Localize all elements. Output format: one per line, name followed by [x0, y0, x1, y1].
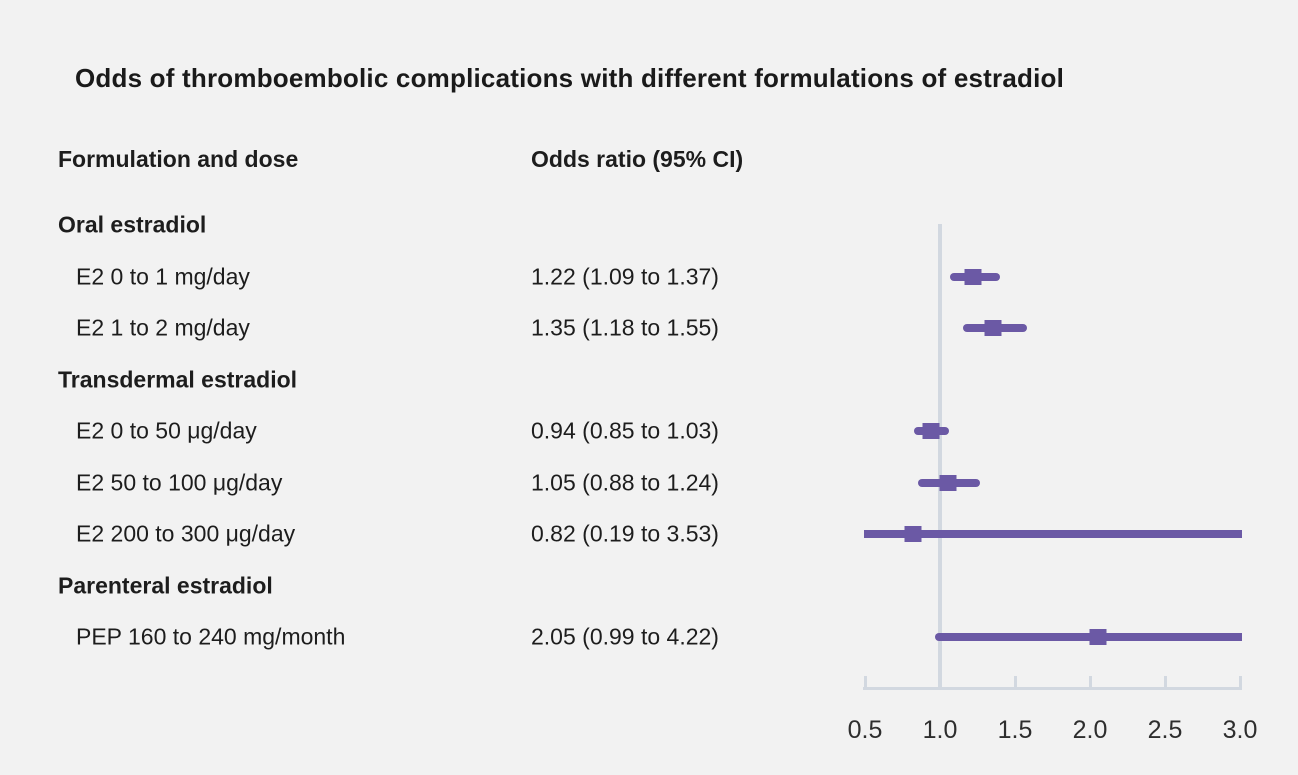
- row-value: 2.05 (0.99 to 4.22): [531, 623, 719, 650]
- column-header-formulation: Formulation and dose: [58, 146, 299, 172]
- section-label: Parenteral estradiol: [58, 572, 273, 598]
- axis-tick: [1163, 676, 1167, 687]
- chart-title: Odds of thromboembolic complications wit…: [75, 63, 1065, 93]
- axis-tick: [1088, 676, 1092, 687]
- row-value: 1.22 (1.09 to 1.37): [531, 263, 719, 289]
- row-value: 1.05 (0.88 to 1.24): [531, 469, 719, 495]
- ci-line: [864, 530, 1242, 538]
- row-label: E2 0 to 1 mg/day: [76, 263, 250, 289]
- row-value: 0.94 (0.85 to 1.03): [531, 417, 719, 444]
- tick-label: 2.0: [1072, 716, 1108, 744]
- point-marker: [964, 268, 982, 285]
- tick-label: 3.0: [1222, 716, 1258, 744]
- row-label: E2 1 to 2 mg/day: [76, 314, 250, 341]
- tick-label: 1.0: [922, 716, 958, 744]
- section-label: Oral estradiol: [58, 211, 207, 238]
- point-marker: [904, 526, 922, 542]
- row-label: PEP 160 to 240 mg/month: [76, 623, 346, 650]
- axis-tick: [938, 676, 942, 687]
- tick-label: 2.5: [1147, 716, 1183, 744]
- tick-label: 1.5: [997, 716, 1033, 744]
- section-label: Transdermal estradiol: [58, 366, 298, 392]
- row-label: E2 0 to 50 μg/day: [76, 417, 257, 444]
- reference-line: [938, 224, 942, 690]
- point-marker: [984, 320, 1001, 336]
- column-header-odds: Odds ratio (95% CI): [531, 146, 744, 172]
- row-label: E2 50 to 100 μg/day: [76, 469, 283, 495]
- tick-label: 0.5: [847, 716, 883, 744]
- row-label: E2 200 to 300 μg/day: [76, 520, 296, 547]
- axis-tick: [1238, 676, 1242, 687]
- point-marker: [939, 474, 956, 491]
- ci-line: [934, 633, 1242, 641]
- axis-tick: [1013, 676, 1017, 687]
- x-axis: [863, 687, 1242, 690]
- point-marker: [1089, 629, 1106, 645]
- row-value: 0.82 (0.19 to 3.53): [531, 520, 719, 547]
- axis-tick: [863, 676, 867, 687]
- point-marker: [922, 423, 940, 439]
- row-value: 1.35 (1.18 to 1.55): [531, 314, 719, 341]
